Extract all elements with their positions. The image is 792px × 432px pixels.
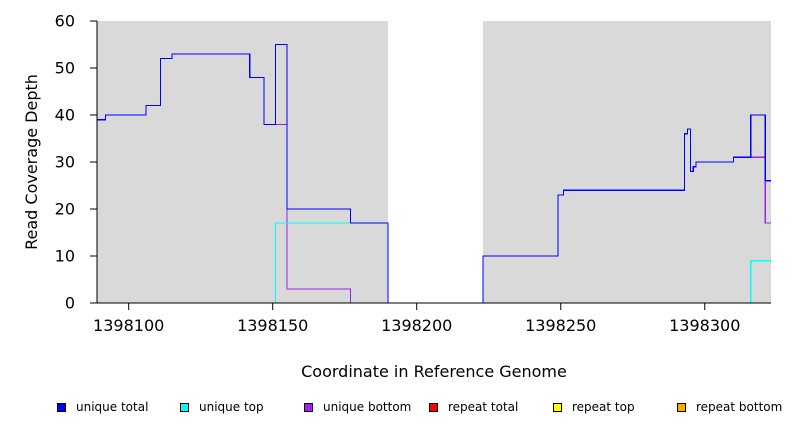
y-tick-label: 40 <box>55 106 75 125</box>
legend-swatch <box>677 402 686 412</box>
gap-region <box>387 21 483 303</box>
legend-item-unique-total: unique total <box>57 400 148 414</box>
y-axis-label: Read Coverage Depth <box>22 74 41 250</box>
y-tick-label: 0 <box>65 294 75 313</box>
x-tick-label: 1398200 <box>381 316 452 335</box>
legend-swatch <box>429 402 438 412</box>
y-tick-label: 20 <box>55 200 75 219</box>
y-tick-label: 50 <box>55 59 75 78</box>
y-tick-label: 60 <box>55 12 75 31</box>
x-tick-label: 1398250 <box>525 316 596 335</box>
legend-swatch <box>180 402 189 412</box>
legend-label: unique total <box>76 400 149 414</box>
legend-label: repeat top <box>572 400 635 414</box>
axes: 0 10 20 30 40 50 60 1398100 1398150 1398200 139825… <box>55 12 771 335</box>
legend-item-unique-bottom: unique bottom <box>304 400 411 414</box>
legend-label: unique bottom <box>323 400 412 414</box>
legend-swatch <box>553 402 562 412</box>
x-tick-label: 1398150 <box>237 316 308 335</box>
y-tick-label: 30 <box>55 153 75 172</box>
legend: unique total unique top unique bottom re… <box>0 400 792 420</box>
x-tick-label: 1398100 <box>93 316 164 335</box>
y-tick-label: 10 <box>55 247 75 266</box>
legend-swatch <box>304 402 313 412</box>
plot-background <box>97 21 771 303</box>
legend-label: repeat bottom <box>696 400 783 414</box>
legend-swatch <box>57 402 66 412</box>
legend-item-repeat-bottom: repeat bottom <box>677 400 782 414</box>
legend-item-unique-top: unique top <box>180 400 264 414</box>
x-tick-label: 1398300 <box>669 316 740 335</box>
x-axis-label: Coordinate in Reference Genome <box>301 362 567 381</box>
series-line-unique-total <box>97 43 771 304</box>
legend-label: unique top <box>199 400 264 414</box>
legend-label: repeat total <box>448 400 519 414</box>
legend-item-repeat-top: repeat top <box>553 400 635 414</box>
legend-item-repeat-total: repeat total <box>429 400 518 414</box>
